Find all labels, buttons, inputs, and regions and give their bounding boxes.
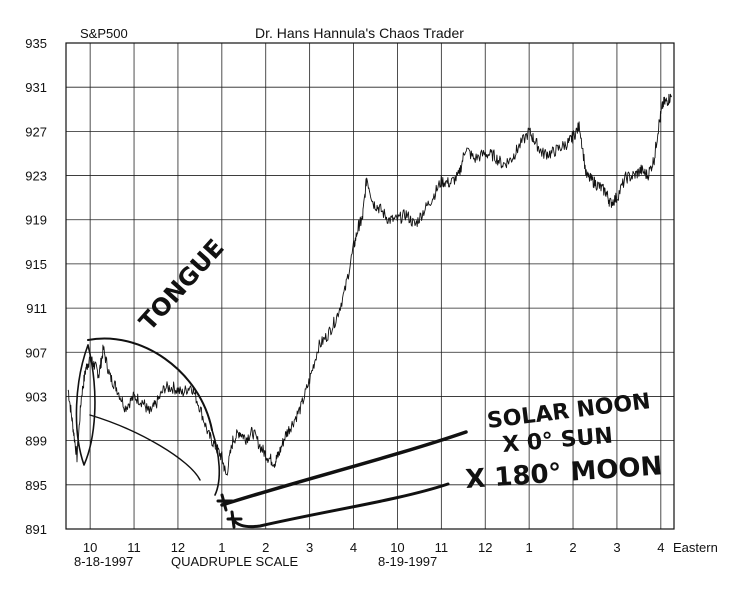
scale-label: QUADRUPLE SCALE [171, 554, 298, 569]
x-tick-label: 11 [127, 540, 141, 555]
y-tick-label: 935 [25, 36, 47, 51]
y-tick-label: 895 [25, 478, 47, 493]
y-tick-label: 903 [25, 389, 47, 404]
tongue-tip [211, 429, 221, 496]
instrument-label: S&P500 [80, 26, 128, 41]
x-tick-label: 4 [350, 540, 357, 555]
tongue-loop [75, 344, 96, 466]
x-tick-label: 3 [613, 540, 620, 555]
x-axis: 10 11 12 1 2 3 4 10 11 12 1 2 3 4 [83, 540, 665, 555]
x-tick-label: 2 [262, 540, 269, 555]
tongue-label: TONGUE [134, 234, 230, 336]
tongue-upper-arc [87, 337, 213, 431]
x-tick-label: 11 [435, 540, 449, 555]
y-tick-label: 923 [25, 169, 47, 184]
x-tick-label: 4 [657, 540, 664, 555]
y-tick-label: 931 [25, 80, 47, 95]
x-tick-label: 12 [478, 540, 492, 555]
x-tick-label: 12 [171, 540, 185, 555]
x-tick-label: 3 [306, 540, 313, 555]
plot-frame [65, 42, 675, 530]
y-tick-label: 899 [25, 434, 47, 449]
x-tick-label: 10 [83, 540, 97, 555]
y-tick-label: 907 [25, 345, 47, 360]
date-label-1: 8-18-1997 [74, 554, 133, 569]
price-line-0 [67, 93, 673, 476]
x-tick-label: 2 [569, 540, 576, 555]
x-tick-label: 1 [218, 540, 225, 555]
series-layer [67, 93, 673, 476]
moon-label: X 180° MOON [464, 451, 663, 495]
x-unit-label: Eastern [673, 540, 718, 555]
tongue-lower-arc [89, 414, 201, 481]
x-tick-label: 1 [526, 540, 533, 555]
y-tick-label: 915 [25, 257, 47, 272]
y-tick-label: 891 [25, 522, 47, 537]
moon-marker [226, 510, 243, 529]
y-axis: 935 931 927 923 919 915 911 907 903 899 895 891 [25, 36, 47, 537]
y-tick-label: 919 [25, 213, 47, 228]
x-tick-label: 10 [390, 540, 404, 555]
y-tick-label: 927 [25, 124, 47, 139]
sun-line [220, 430, 468, 507]
y-tick-label: 911 [26, 301, 47, 316]
date-label-2: 8-19-1997 [378, 554, 437, 569]
moon-line [230, 482, 450, 529]
chart-title: Dr. Hans Hannula's Chaos Trader [255, 25, 464, 41]
hand-annotations [75, 337, 468, 529]
sun-marker [216, 493, 234, 512]
